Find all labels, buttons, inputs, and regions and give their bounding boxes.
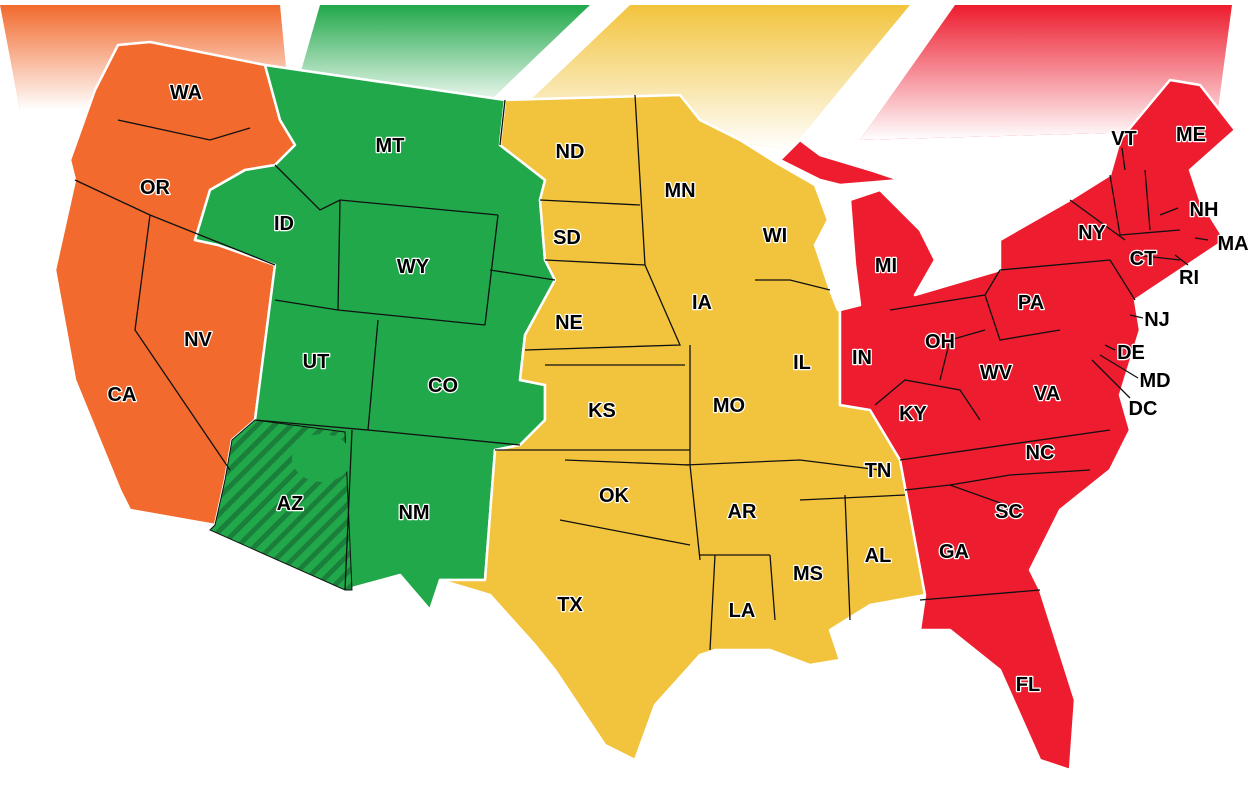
state-label-ny: NY	[1078, 222, 1106, 244]
state-label-il: IL	[793, 352, 811, 374]
state-label-nc: NC	[1026, 442, 1055, 464]
state-label-va: VA	[1034, 383, 1060, 405]
state-label-sc: SC	[995, 501, 1023, 523]
state-label-fl: FL	[1016, 674, 1040, 696]
label-leader-lines	[1091, 147, 1209, 399]
state-label-pa: PA	[1018, 292, 1044, 314]
state-label-id: ID	[274, 213, 294, 235]
state-label-mo: MO	[713, 395, 745, 417]
state-borders	[74, 94, 1181, 651]
eastern-zone-band-fade	[860, 5, 1232, 140]
arizona-no-dst-hatch	[209, 419, 353, 591]
state-label-tn: TN	[865, 460, 892, 482]
state-label-wa: WA	[170, 82, 202, 104]
state-label-nv: NV	[184, 329, 212, 351]
state-label-ms: MS	[793, 563, 823, 585]
state-label-az: AZ	[277, 493, 304, 515]
state-label-la: LA	[729, 600, 756, 622]
state-label-mn: MN	[664, 180, 695, 202]
state-label-co: CO	[428, 375, 458, 397]
state-label-ga: GA	[939, 541, 969, 563]
state-label-ok: OK	[599, 485, 630, 507]
state-label-sd: SD	[553, 227, 581, 249]
state-label-or: OR	[140, 177, 171, 199]
state-label-tx: TX	[557, 594, 583, 616]
state-label-wv: WV	[980, 362, 1013, 384]
state-label-ct: CT	[1130, 248, 1157, 270]
state-label-ky: KY	[899, 403, 927, 425]
state-label-ut: UT	[303, 351, 330, 373]
state-label-ne: NE	[555, 312, 583, 334]
state-label-wi: WI	[763, 225, 787, 247]
state-label-mt: MT	[376, 135, 405, 157]
state-label-mi: MI	[875, 255, 897, 277]
state-label-oh: OH	[925, 331, 955, 353]
michigan-upper-peninsula	[778, 138, 902, 187]
state-label-ar: AR	[728, 501, 757, 523]
state-label-ca: CA	[108, 384, 137, 406]
navajo-nation-region	[292, 434, 352, 482]
state-label-vt: VT	[1111, 128, 1137, 150]
state-label-ri: RI	[1179, 267, 1199, 289]
state-label-ia: IA	[692, 292, 712, 314]
state-label-de: DE	[1117, 342, 1145, 364]
state-label-nj: NJ	[1144, 309, 1170, 331]
state-label-ks: KS	[588, 400, 616, 422]
state-label-al: AL	[865, 545, 892, 567]
state-label-dc: DC	[1129, 398, 1158, 420]
state-label-nh: NH	[1190, 199, 1219, 221]
state-label-me: ME	[1176, 124, 1206, 146]
state-label-wy: WY	[397, 256, 430, 278]
state-label-ma: MA	[1217, 233, 1248, 255]
state-label-nd: ND	[556, 141, 585, 163]
eastern-time-zone	[838, 78, 1237, 772]
state-label-in: IN	[852, 347, 872, 369]
state-label-md: MD	[1139, 370, 1170, 392]
state-label-nm: NM	[398, 502, 429, 524]
